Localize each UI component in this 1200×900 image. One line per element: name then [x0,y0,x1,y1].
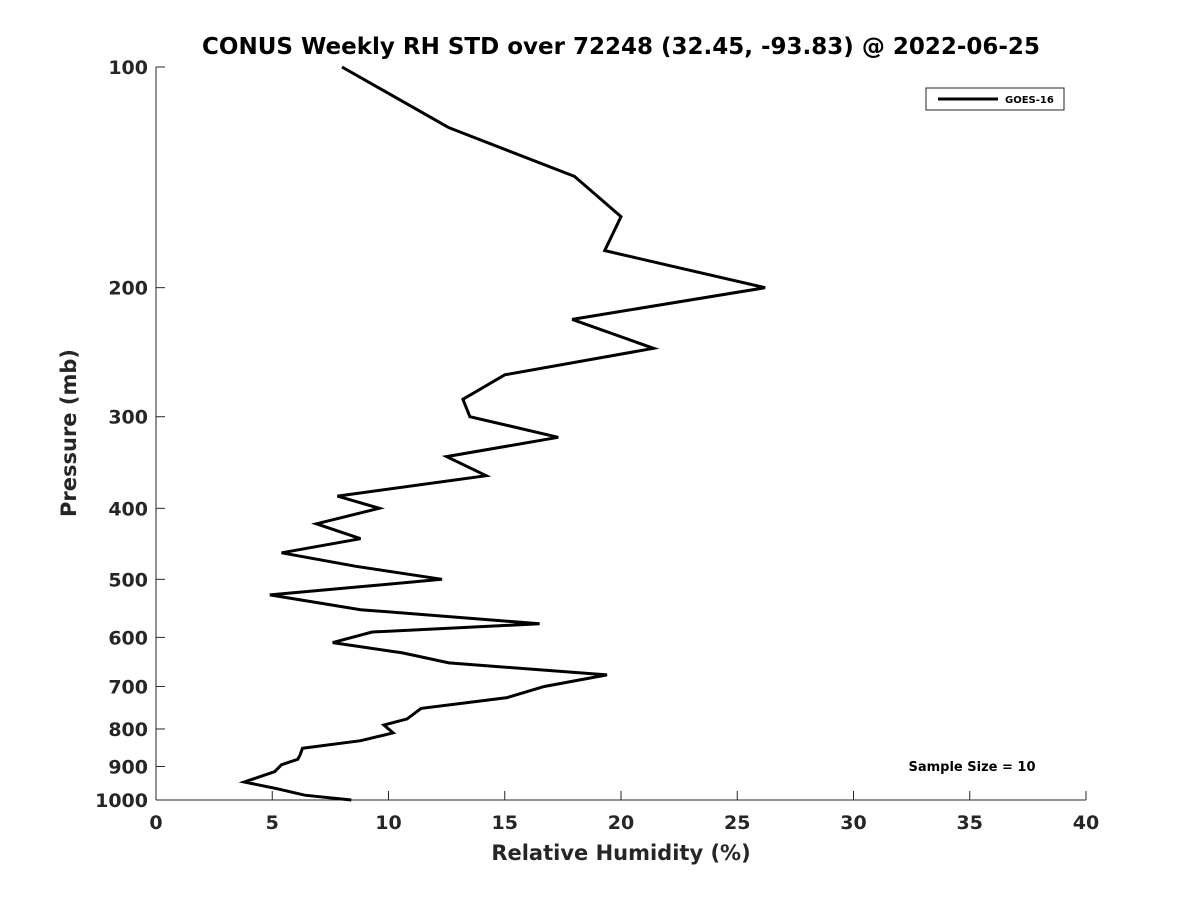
chart-title: CONUS Weekly RH STD over 72248 (32.45, -… [202,34,1040,60]
y-tick-label: 200 [108,278,148,300]
sample-size-annotation: Sample Size = 10 [908,760,1035,775]
y-tick-label: 400 [108,498,148,520]
x-tick-label: 25 [724,812,750,834]
y-tick-label: 300 [108,407,148,429]
y-tick-label: 600 [108,627,148,649]
y-tick-label: 800 [108,719,148,741]
x-axis-title: Relative Humidity (%) [491,841,750,865]
legend-label-goes-16: GOES-16 [1005,95,1054,106]
x-tick-label: 10 [375,812,401,834]
x-tick-label: 15 [492,812,518,834]
y-tick-label: 700 [108,676,148,698]
x-tick-label: 35 [957,812,983,834]
x-tick-label: 30 [840,812,866,834]
y-tick-label: 900 [108,756,148,778]
y-tick-label: 1000 [95,790,148,812]
y-tick-label: 500 [108,569,148,591]
series-line-goes-16 [238,65,766,802]
legend: GOES-16 [925,87,1065,111]
plot-area [156,67,1086,800]
x-tick-label: 40 [1073,812,1099,834]
x-tick-label: 20 [608,812,634,834]
y-axis-title: Pressure (mb) [57,349,81,517]
y-axis-ticks: 100 200 300 400 500 600 700 800 900 1000 [95,57,165,812]
y-tick-label: 100 [108,57,148,79]
x-tick-label: 5 [266,812,279,834]
x-tick-label: 0 [149,812,162,834]
series-group [238,65,766,802]
x-axis-ticks: 0 5 10 15 20 25 30 35 40 [149,791,1099,834]
